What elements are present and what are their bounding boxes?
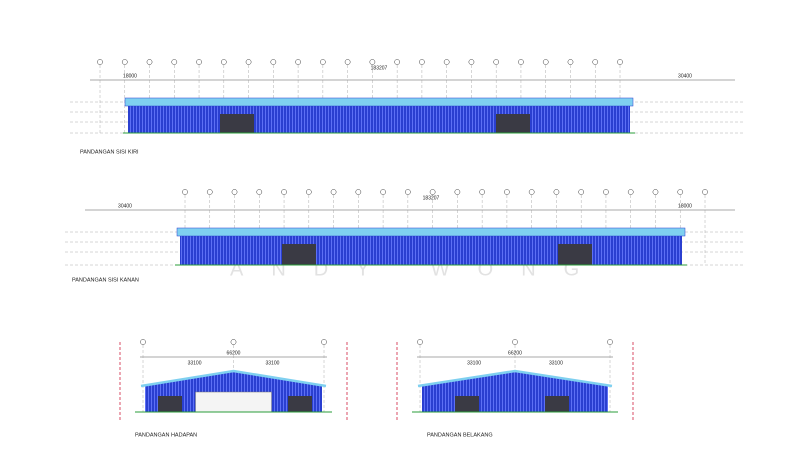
wall — [180, 236, 682, 265]
roof-fascia — [176, 227, 686, 237]
views: PANDANGAN SISI KIRI 18000 183207 30400 PANDA… — [65, 59, 745, 438]
grid-bubble — [419, 59, 425, 65]
grid-bubble — [627, 189, 634, 195]
grid-bubble — [603, 189, 609, 195]
roller-door — [455, 396, 479, 412]
grid-bubble — [512, 339, 518, 345]
grid-bubble — [542, 59, 549, 65]
grid-bubble — [281, 189, 287, 195]
grid-bubble — [553, 189, 560, 195]
roller-door — [282, 244, 316, 265]
wall — [128, 106, 630, 133]
grid-bubble — [206, 189, 213, 195]
grid-bubble — [479, 189, 485, 195]
grid-bubble — [417, 339, 423, 345]
grid-bubble — [355, 189, 362, 195]
grid-bubble — [305, 189, 312, 195]
grid-bubble — [97, 59, 103, 65]
view-label: PANDANGAN SISI KANAN — [72, 277, 139, 283]
grid-bubble — [220, 59, 227, 65]
grid-bubble — [321, 339, 327, 345]
grid-bubble — [443, 59, 450, 65]
grid-bubble — [140, 339, 146, 345]
grid-bubble — [369, 59, 376, 65]
grid-bubble — [652, 189, 659, 195]
roller-door — [545, 396, 569, 412]
grid-bubble — [518, 59, 524, 65]
grid-bubble — [429, 189, 436, 195]
dimension-text: 18000 — [678, 203, 692, 209]
grid-bubble — [121, 59, 128, 65]
grid-bubble — [245, 59, 252, 65]
grid-bubble — [607, 339, 613, 345]
grid-bubble — [182, 189, 188, 195]
roller-door — [220, 114, 254, 133]
grid-bubble — [592, 59, 599, 65]
dimension-text: 33100 — [549, 360, 563, 366]
grid-bubble — [493, 59, 500, 65]
dimension-text: 33100 — [467, 360, 481, 366]
grid-bubble — [320, 59, 326, 65]
grid-bubble — [230, 339, 237, 345]
grid-bubble — [504, 189, 510, 195]
grid-bubble — [270, 59, 277, 65]
roller-door — [158, 396, 182, 412]
grid-bubble — [196, 59, 202, 65]
view-label: PANDANGAN BELAKANG — [427, 432, 493, 438]
roof-edge — [140, 369, 327, 388]
grid-bubble — [231, 189, 238, 195]
dimension-text: 33100 — [265, 360, 279, 366]
dimension-text: 30400 — [118, 203, 132, 209]
roof-fascia — [124, 97, 634, 107]
grid-bubble — [394, 59, 400, 65]
dimension-text: 183207 — [371, 65, 388, 71]
grid-bubble — [380, 189, 386, 195]
grid-bubble — [617, 59, 623, 65]
grid-bubble — [528, 189, 535, 195]
grid-bubble — [677, 189, 684, 195]
dimension-text: 183207 — [423, 195, 440, 201]
grid-bubble — [295, 59, 301, 65]
dimension-text: 66200 — [508, 350, 522, 356]
view-label: PANDANGAN HADAPAN — [135, 432, 197, 438]
dimension-text: 18000 — [123, 73, 137, 79]
grid-bubble — [454, 189, 461, 195]
dimension-text: 30400 — [678, 73, 692, 79]
roller-door — [558, 244, 592, 265]
grid-bubble — [171, 59, 178, 65]
roof-edge — [417, 369, 613, 388]
roller-door — [288, 396, 312, 412]
grid-bubble — [468, 59, 475, 65]
office-block — [195, 391, 272, 413]
grid-bubble — [146, 59, 153, 65]
grid-bubble — [702, 189, 708, 195]
dimension-text: 66200 — [227, 350, 241, 356]
grid-bubble — [405, 189, 411, 195]
grid-bubble — [567, 59, 574, 65]
roller-door — [496, 114, 530, 133]
grid-bubble — [344, 59, 351, 65]
view-label: PANDANGAN SISI KIRI — [80, 149, 139, 155]
grid-bubble — [330, 189, 337, 195]
dimension-text: 33100 — [188, 360, 202, 366]
grid-bubble — [256, 189, 263, 195]
grid-bubble — [578, 189, 585, 195]
